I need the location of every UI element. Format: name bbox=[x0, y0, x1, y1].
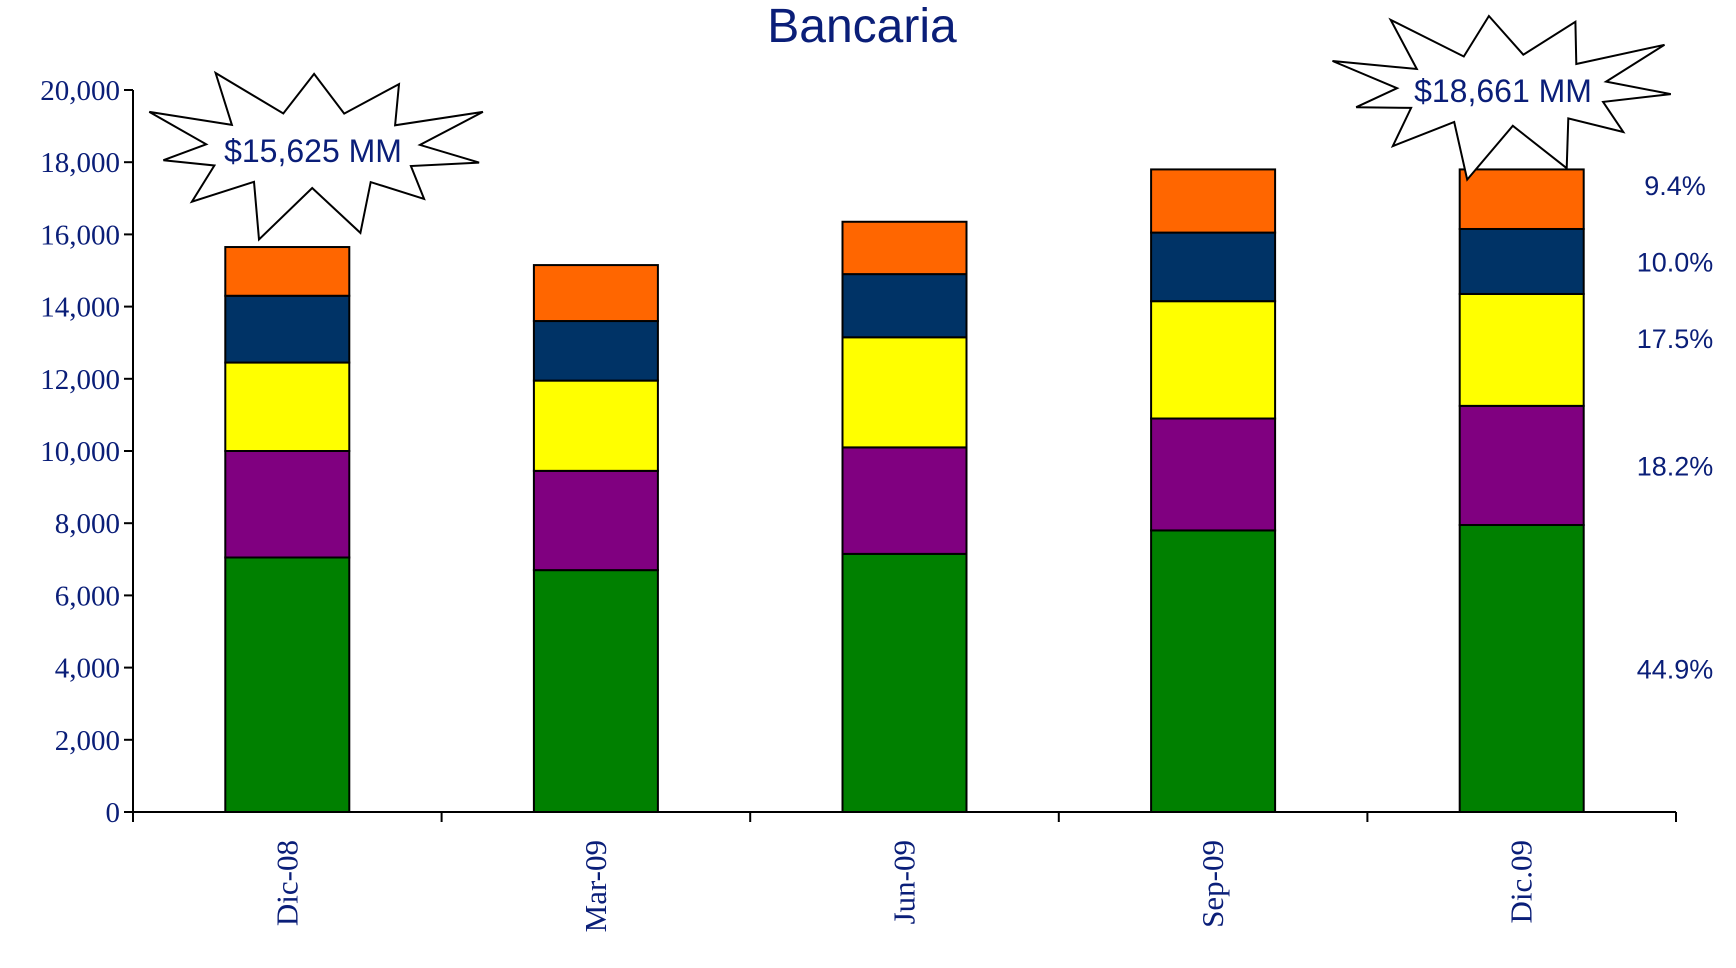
callout-label: $15,625 MM bbox=[224, 133, 402, 169]
y-tick-label: 0 bbox=[106, 797, 121, 829]
bar-segment bbox=[1150, 231, 1277, 303]
x-tick-label: Dic-08 bbox=[269, 840, 304, 926]
segment-percent-label: 17.5% bbox=[1637, 324, 1714, 354]
bar-segment bbox=[224, 556, 351, 813]
y-tick-label: 8,000 bbox=[55, 508, 120, 540]
callout-starburst bbox=[1332, 14, 1671, 182]
bar-segment bbox=[224, 246, 351, 297]
x-tick-label: Sep-09 bbox=[1195, 840, 1230, 928]
bar-segment bbox=[1458, 168, 1585, 230]
bar-segment bbox=[224, 361, 351, 452]
x-tick-label: Dic.09 bbox=[1504, 840, 1539, 924]
bar-segment bbox=[841, 446, 968, 555]
y-tick-label: 16,000 bbox=[40, 219, 120, 251]
bar-segment bbox=[532, 379, 659, 472]
bar-segment bbox=[841, 552, 968, 813]
y-tick-label: 4,000 bbox=[55, 653, 120, 685]
bar-segment bbox=[1150, 529, 1277, 813]
x-tick-label: Jun-09 bbox=[887, 840, 922, 924]
segment-percent-label: 10.0% bbox=[1637, 247, 1714, 277]
segment-percent-label: 9.4% bbox=[1644, 171, 1706, 201]
bar-segment bbox=[1458, 227, 1585, 295]
chart-title: Bancaria bbox=[767, 0, 957, 53]
segment-percent-label: 44.9% bbox=[1637, 655, 1714, 685]
bar-segment bbox=[841, 273, 968, 339]
bar-segment bbox=[532, 320, 659, 382]
y-tick-label: 14,000 bbox=[40, 292, 120, 324]
y-tick-label: 6,000 bbox=[55, 580, 120, 612]
bar-segment bbox=[1458, 404, 1585, 527]
y-tick-label: 2,000 bbox=[55, 725, 120, 757]
bar-segment bbox=[1150, 417, 1277, 532]
bar-segment bbox=[1458, 524, 1585, 813]
segment-percent-label: 18.2% bbox=[1637, 451, 1714, 481]
x-tick-label: Mar-09 bbox=[578, 840, 613, 932]
callout-starburst bbox=[148, 70, 484, 242]
bar-segment bbox=[841, 220, 968, 276]
bar-segment bbox=[1150, 300, 1277, 420]
bar-segment bbox=[532, 569, 659, 813]
bar-segment bbox=[532, 264, 659, 323]
bar-segment bbox=[841, 336, 968, 449]
bar-segment bbox=[1150, 168, 1277, 234]
bar-segment bbox=[532, 469, 659, 572]
y-tick-label: 10,000 bbox=[40, 436, 120, 468]
bar-segment bbox=[1458, 292, 1585, 407]
bar-segment bbox=[224, 450, 351, 559]
y-tick-label: 12,000 bbox=[40, 364, 120, 396]
callout-label: $18,661 MM bbox=[1414, 73, 1592, 109]
y-tick-label: 20,000 bbox=[40, 75, 120, 107]
y-tick-label: 18,000 bbox=[40, 147, 120, 179]
bar-segment bbox=[224, 294, 351, 364]
